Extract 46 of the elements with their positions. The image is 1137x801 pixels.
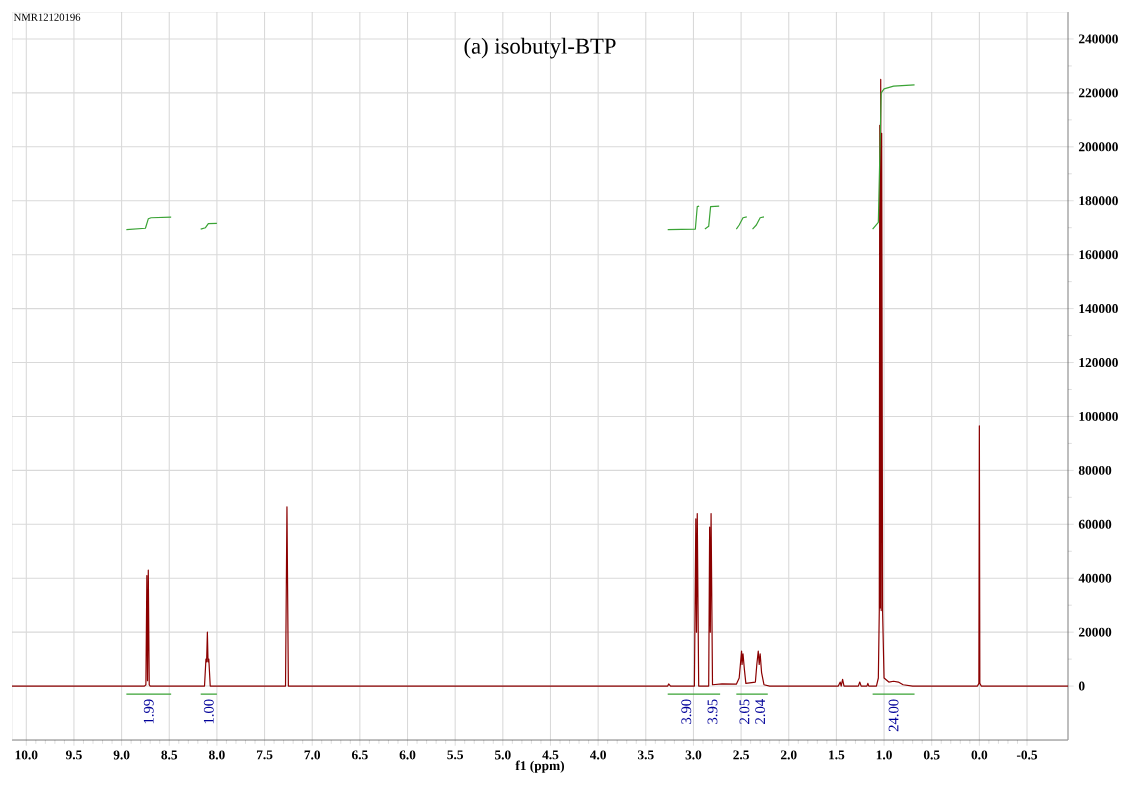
x-tick-label: 1.5 bbox=[829, 750, 845, 760]
x-tick-label: 4.5 bbox=[542, 750, 559, 760]
x-tick-label: -0.5 bbox=[1016, 750, 1038, 760]
x-tick-label: 6.5 bbox=[351, 750, 368, 760]
x-axis-title: f1 (ppm) bbox=[515, 760, 565, 773]
annotation: NMR12120196 bbox=[13, 13, 81, 21]
x-tick-label: 9.5 bbox=[65, 750, 82, 760]
annotation: 24.00 bbox=[888, 699, 899, 732]
x-tick-label: 7.0 bbox=[304, 750, 321, 760]
annotation: 1.00 bbox=[203, 699, 214, 724]
text: (a) isobutyl-BTP bbox=[464, 37, 616, 59]
annotation: 2.05 bbox=[739, 699, 750, 724]
x-tick-label: 0.0 bbox=[971, 750, 988, 760]
x-tick-label: 3.5 bbox=[637, 750, 654, 760]
x-tick-label: 2.5 bbox=[733, 750, 749, 760]
y-tick-label: 160000 bbox=[1079, 250, 1118, 260]
x-tick-label: 8.0 bbox=[209, 750, 225, 760]
y-tick-label: 100000 bbox=[1079, 411, 1118, 421]
annotation: 1.99 bbox=[143, 699, 154, 724]
y-tick-label: 180000 bbox=[1079, 196, 1118, 206]
x-tick-label: 5.5 bbox=[447, 750, 464, 760]
y-tick-label: 60000 bbox=[1078, 519, 1112, 529]
y-tick-label: 40000 bbox=[1078, 573, 1112, 583]
y-tick-label: 80000 bbox=[1078, 465, 1112, 475]
x-tick-label: 0.5 bbox=[923, 750, 940, 760]
x-tick-label: 2.0 bbox=[780, 750, 797, 760]
x-tick-label: 6.0 bbox=[399, 750, 416, 760]
x-tick-label: 3.0 bbox=[685, 750, 702, 760]
x-tick-label: 1.0 bbox=[876, 750, 892, 760]
y-tick-label: 220000 bbox=[1078, 88, 1118, 98]
annotation: 3.95 bbox=[707, 699, 718, 724]
y-tick-label: 140000 bbox=[1079, 304, 1118, 314]
x-tick-label: 8.5 bbox=[161, 750, 178, 760]
y-tick-label: 200000 bbox=[1078, 142, 1118, 152]
line-series bbox=[11, 78, 1068, 687]
annotation: 2.04 bbox=[755, 699, 766, 724]
y-tick-label: 0 bbox=[1078, 681, 1085, 691]
y-tick-label: 120000 bbox=[1079, 358, 1118, 368]
y-tick-label: 20000 bbox=[1078, 627, 1112, 637]
annotation: 3.90 bbox=[681, 699, 692, 724]
x-tick-label: 7.5 bbox=[256, 750, 273, 760]
x-tick-label: 4.0 bbox=[589, 750, 606, 760]
x-tick-label: 9.0 bbox=[113, 750, 130, 760]
x-tick-label: 10.0 bbox=[15, 750, 38, 760]
x-tick-label: 5.0 bbox=[495, 750, 511, 760]
y-tick-label: 240000 bbox=[1078, 34, 1118, 44]
